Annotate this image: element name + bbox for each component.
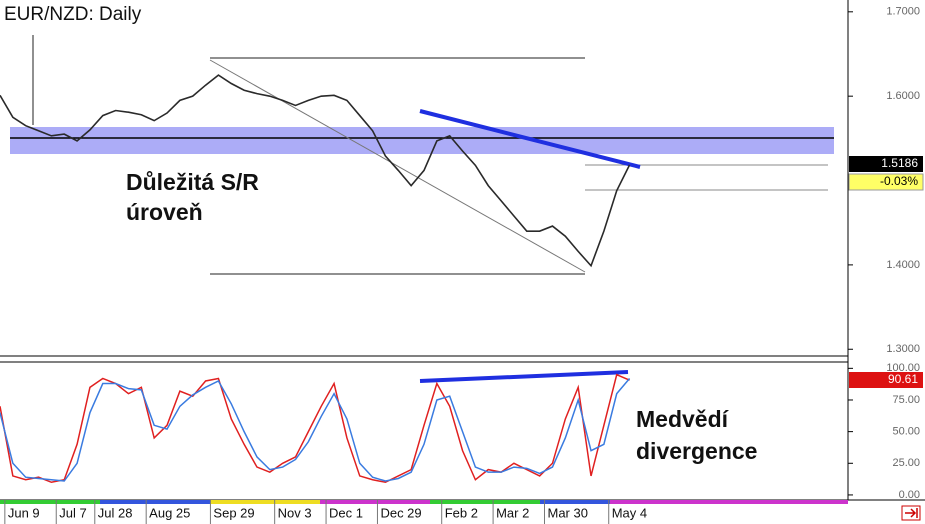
x-tick-label: Sep 29 (213, 505, 254, 520)
scroll-icon (905, 508, 918, 518)
date-strip (320, 500, 430, 504)
y-tick-label: 75.00 (892, 394, 920, 406)
x-tick-label: Nov 3 (278, 505, 312, 520)
change: -0.03% (880, 174, 918, 188)
sr-zone (10, 127, 834, 154)
data-line (0, 74, 631, 268)
y-tick-label: 50.00 (892, 426, 920, 438)
x-tick-label: Dec 1 (329, 505, 363, 520)
annotation: Medvědí (636, 406, 730, 432)
annotation: Důležitá S/R (126, 169, 259, 195)
x-tick-label: May 4 (612, 505, 647, 520)
y-tick-label: 1.6000 (886, 90, 920, 102)
annotation: úroveň (126, 199, 203, 225)
y-tick-label: 100.00 (886, 362, 920, 374)
annotation: divergence (636, 438, 757, 464)
date-strip (100, 500, 210, 504)
data-line (0, 377, 631, 482)
trend-line (209, 59, 586, 273)
x-tick-label: Mar 2 (496, 505, 529, 520)
x-tick-label: Feb 2 (445, 505, 478, 520)
x-tick-label: Dec 29 (380, 505, 421, 520)
date-strip (610, 500, 848, 504)
date-strip (0, 500, 100, 504)
x-tick-label: Aug 25 (149, 505, 190, 520)
change-box (848, 173, 924, 191)
date-strip (210, 500, 320, 504)
y-tick-label: 25.00 (892, 457, 920, 469)
date-strip (430, 500, 540, 504)
y-tick-label: 1.3000 (886, 343, 920, 355)
last-price: 1.5186 (881, 156, 918, 170)
price-box (849, 156, 923, 172)
x-tick-label: Jul 28 (98, 505, 133, 520)
y-tick-label: 1.4000 (886, 259, 920, 271)
date-strip (540, 500, 610, 504)
y-tick-label: 0.00 (899, 489, 920, 501)
y-tick-label: 1.7000 (886, 6, 920, 18)
resistance-line (419, 109, 641, 169)
x-tick-label: Mar 30 (547, 505, 587, 520)
x-tick-label: Jul 7 (59, 505, 86, 520)
chart-title: EUR/NZD: Daily (4, 4, 142, 25)
last-value: 90.61 (888, 372, 918, 386)
x-tick-label: Jun 9 (8, 505, 40, 520)
value-box (849, 372, 923, 388)
divergence-line (419, 370, 629, 383)
